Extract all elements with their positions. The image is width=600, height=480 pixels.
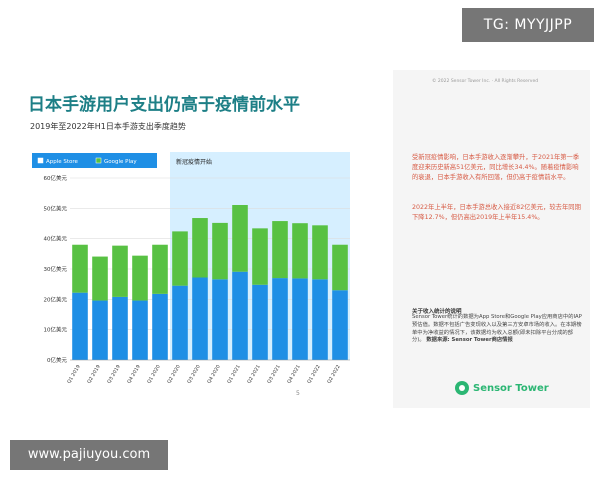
bar-segment (72, 244, 88, 293)
page-number: 5 (296, 390, 300, 397)
bar-segment (312, 225, 328, 280)
legend-box (32, 153, 157, 168)
x-tick-label: Q1 2022 (306, 364, 321, 385)
bar-segment (152, 293, 168, 360)
bar-segment (72, 292, 88, 360)
x-tick-label: Q4 2019 (126, 364, 141, 385)
bar-segment (92, 256, 108, 301)
note-title: 关于收入统计的说明 (412, 309, 462, 315)
pandemic-annotation: 新冠疫情开始 (176, 158, 212, 166)
bar-segment (332, 290, 348, 360)
logo-text: Sensor Tower (473, 382, 549, 394)
y-tick-label: 60亿美元 (44, 174, 68, 182)
bar-segment (172, 285, 188, 360)
bar-segment (292, 223, 308, 279)
y-tick-label: 50亿美元 (44, 204, 68, 212)
bar-segment (152, 244, 168, 294)
bar-segment (232, 204, 248, 272)
bar-segment (212, 279, 228, 360)
slide-title: 日本手游用户支出仍高于疫情前水平 (28, 95, 300, 115)
commentary-paragraph-1: 受新冠疫情影响，日本手游收入逐渐攀升，于2021年第一季度迎来历史新高51亿美元… (412, 154, 580, 181)
bar-segment (212, 222, 228, 280)
chart-svg: 新冠疫情开始 0亿美元 10亿美元 20亿美元 30亿美元 40亿美元 50亿美元 60亿美元… (32, 152, 350, 385)
commentary-panel (393, 70, 590, 408)
bar-segment (332, 244, 348, 291)
sensor-tower-logo: Sensor Tower (455, 380, 549, 396)
bar-segment (272, 221, 288, 279)
stacked-bar-chart: 新冠疫情开始 0亿美元 10亿美元 20亿美元 30亿美元 40亿美元 50亿美元 60亿美元… (30, 150, 360, 395)
bar-segment (252, 228, 268, 285)
bar-segment (312, 279, 328, 360)
x-tick-label: Q4 2021 (286, 364, 301, 385)
legend-swatch (95, 157, 102, 164)
bar-segment (92, 300, 108, 360)
slide-subtitle: 2019年至2022年H1日本手游支出季度趋势 (30, 122, 186, 131)
x-tick-label: Q2 2020 (166, 364, 181, 385)
x-tick-label: Q1 2019 (66, 364, 81, 385)
bar-segment (192, 218, 208, 278)
watermark-badge-top: TG: MYYJJPP (462, 8, 594, 42)
x-tick-label: Q2 2022 (326, 364, 341, 385)
bar-segment (232, 271, 248, 360)
copyright-text: © 2022 Sensor Tower Inc. · All Rights Re… (432, 79, 539, 84)
y-tick-label: 40亿美元 (44, 235, 68, 243)
bar-segment (192, 277, 208, 360)
x-tick-label: Q3 2021 (266, 364, 281, 385)
x-tick-label: Q2 2021 (246, 364, 261, 385)
bar-segment (112, 296, 128, 360)
y-tick-label: 10亿美元 (44, 326, 68, 334)
legend-label: Apple Store (46, 159, 79, 165)
source-label: 数据来源: Sensor Tower商店情报 (426, 337, 513, 344)
x-tick-label: Q4 2020 (206, 364, 221, 385)
bar-segment (132, 255, 148, 301)
x-tick-label: Q2 2019 (86, 364, 101, 385)
bar-segment (112, 245, 128, 297)
bar-segment (272, 278, 288, 360)
legend-swatch (37, 157, 44, 164)
legend-label: Google Play (104, 159, 137, 165)
y-tick-label: 30亿美元 (44, 265, 68, 273)
note-text: Sensor Tower统计的数据为App Store和Google Play应… (412, 314, 582, 344)
bar-segment (252, 284, 268, 360)
bar-segment (132, 300, 148, 360)
commentary-paragraph-2: 2022年上半年，日本手游总收入接近82亿美元，较去年同期下降12.7%，但仍高… (412, 204, 581, 221)
bar-segment (172, 231, 188, 286)
bar-segment (292, 278, 308, 360)
x-tick-label: Q1 2020 (146, 364, 161, 385)
y-tick-label: 20亿美元 (44, 295, 68, 303)
sensor-tower-logo-icon (455, 381, 469, 395)
y-tick-label: 0亿美元 (47, 356, 67, 364)
x-tick-label: Q3 2020 (186, 364, 201, 385)
x-tick-label: Q1 2021 (226, 364, 241, 385)
x-tick-label: Q3 2019 (106, 364, 121, 385)
note-body: Sensor Tower统计的数据为App Store和Google Play应… (412, 314, 584, 345)
watermark-badge-bottom: www.pajiuyou.com (10, 440, 168, 470)
